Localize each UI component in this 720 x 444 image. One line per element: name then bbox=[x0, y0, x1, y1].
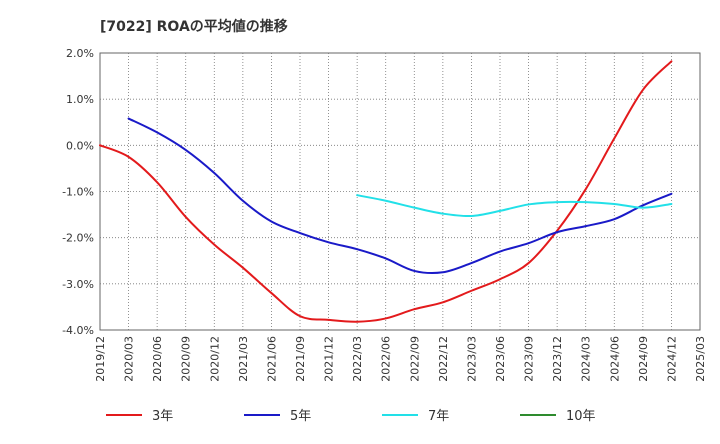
x-tick-label: 2024/03 bbox=[580, 336, 593, 382]
y-tick-label: 1.0% bbox=[66, 93, 94, 106]
y-tick-label: 2.0% bbox=[66, 47, 94, 60]
grid-layer bbox=[99, 52, 701, 331]
y-tick-label: 0.0% bbox=[66, 139, 94, 152]
x-tick-label: 2021/12 bbox=[323, 336, 336, 382]
x-tick-label: 2025/03 bbox=[694, 336, 707, 382]
x-tick-label: 2024/12 bbox=[665, 336, 678, 382]
x-tick-label: 2020/09 bbox=[180, 336, 193, 382]
y-tick-label: -3.0% bbox=[62, 278, 94, 291]
chart-title: [7022] ROAの平均値の推移 bbox=[100, 18, 288, 35]
x-tick-label: 2023/03 bbox=[465, 336, 478, 382]
series-layer bbox=[99, 60, 673, 323]
x-tick-label: 2022/09 bbox=[408, 336, 421, 382]
legend-label-1: 3年 bbox=[152, 409, 173, 424]
axis-layer: 2.0% 1.0% 0.0% -1.0% -2.0% -3.0% -4.0%2019/12 2… bbox=[62, 47, 707, 382]
x-tick-label: 2024/06 bbox=[608, 336, 621, 382]
x-tick-label: 2020/12 bbox=[208, 336, 221, 382]
legend: 3年 5年 7年 10年 bbox=[106, 409, 596, 424]
y-tick-label: -2.0% bbox=[62, 232, 94, 245]
x-tick-label: 2023/06 bbox=[494, 336, 507, 382]
x-tick-label: 2023/09 bbox=[523, 336, 536, 382]
x-tick-label: 2023/12 bbox=[551, 336, 564, 382]
x-tick-label: 2021/03 bbox=[237, 336, 250, 382]
x-tick-label: 2020/06 bbox=[151, 336, 164, 382]
y-tick-label: -4.0% bbox=[62, 324, 94, 337]
legend-label-3: 7年 bbox=[428, 409, 449, 424]
x-tick-label: 2022/12 bbox=[437, 336, 450, 382]
x-tick-label: 2024/09 bbox=[637, 336, 650, 382]
x-tick-label: 2021/09 bbox=[294, 336, 307, 382]
series-line-3 bbox=[356, 194, 673, 218]
y-tick-label: -1.0% bbox=[62, 186, 94, 199]
x-tick-label: 2021/06 bbox=[265, 336, 278, 382]
legend-label-4: 10年 bbox=[566, 409, 596, 424]
legend-label-2: 5年 bbox=[290, 409, 311, 424]
x-tick-label: 2019/12 bbox=[94, 336, 107, 382]
x-tick-label: 2020/03 bbox=[123, 336, 136, 382]
x-tick-label: 2022/06 bbox=[380, 336, 393, 382]
series-line-2 bbox=[127, 117, 673, 275]
x-tick-label: 2022/03 bbox=[351, 336, 364, 382]
